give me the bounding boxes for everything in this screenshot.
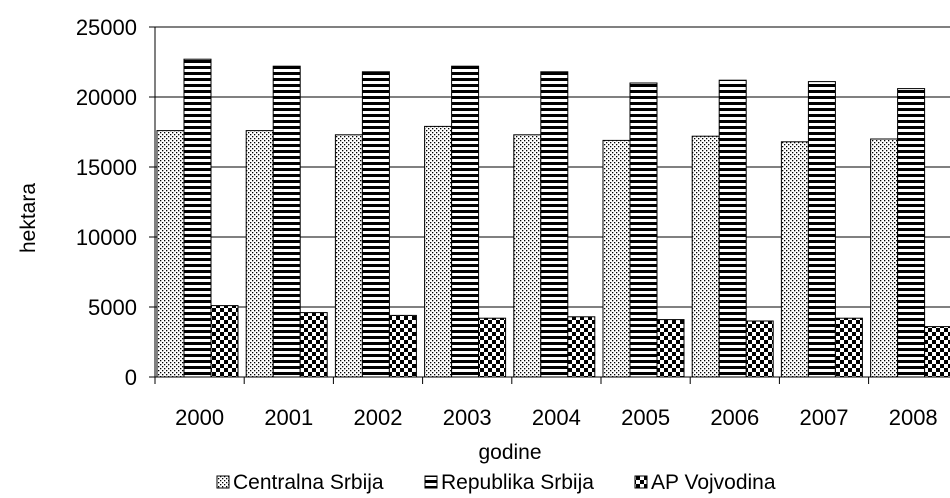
bar-ap-vojvodina-2005: [656, 319, 685, 378]
bar-centralna-srbija-2005: [602, 139, 631, 378]
bar-ap-vojvodina-2004: [567, 316, 596, 378]
y-tick-labels: 0 5000 10000 15000 20000 25000: [76, 15, 137, 390]
x-tick-label: 2004: [532, 405, 581, 430]
legend-label-centralna-srbija: Centralna Srbija: [233, 471, 384, 494]
y-tick-label: 5000: [88, 295, 137, 320]
bar-ap-vojvodina-2001: [299, 312, 328, 378]
y-tick-label: 10000: [76, 225, 137, 250]
bar-centralna-srbija-2004: [513, 134, 542, 378]
bar-republika-srbija-2001: [272, 65, 301, 378]
x-tick-label: 2001: [264, 405, 313, 430]
y-tick-label: 20000: [76, 85, 137, 110]
x-tick-label: 2002: [354, 405, 403, 430]
bar-republika-srbija-2007: [807, 81, 836, 378]
bar-republika-srbija-2004: [540, 71, 569, 378]
y-axis-title: hektara: [17, 183, 40, 253]
x-tick-label: 2000: [175, 405, 224, 430]
legend-swatch-republika-srbija: [424, 475, 438, 489]
axes: [149, 26, 950, 384]
bar-centralna-srbija-2008: [870, 138, 899, 378]
bar-republika-srbija-2002: [361, 71, 390, 378]
y-tick-label: 15000: [76, 155, 137, 180]
bar-ap-vojvodina-2002: [388, 314, 417, 378]
legend-label-republika-srbija: Republika Srbija: [441, 471, 594, 494]
bar-centralna-srbija-2000: [156, 130, 185, 378]
x-tick-label: 2006: [710, 405, 759, 430]
y-tick-label: 0: [125, 365, 137, 390]
y-tick-label: 25000: [76, 15, 137, 40]
x-tick-label: 2007: [800, 405, 849, 430]
x-tick-label: 2005: [621, 405, 670, 430]
bar-ap-vojvodina-2006: [745, 320, 774, 378]
legend-label-ap-vojvodina: AP Vojvodina: [651, 471, 776, 494]
bar-centralna-srbija-2007: [780, 141, 809, 378]
bar-centralna-srbija-2002: [334, 134, 363, 378]
bar-centralna-srbija-2003: [424, 125, 453, 378]
bar-republika-srbija-2000: [183, 58, 212, 378]
bar-centralna-srbija-2001: [245, 130, 274, 378]
bars: [156, 58, 950, 378]
bar-ap-vojvodina-2003: [478, 317, 507, 378]
x-tick-label: 2003: [443, 405, 492, 430]
legend: Centralna Srbija Republika Srbija AP Vojvo…: [216, 471, 776, 494]
bar-republika-srbija-2008: [897, 88, 926, 378]
x-tick-label: 2008: [889, 405, 938, 430]
bar-centralna-srbija-2006: [691, 135, 720, 378]
x-axis-title: godine: [478, 441, 541, 464]
bar-ap-vojvodina-2000: [210, 305, 239, 378]
bar-republika-srbija-2006: [718, 79, 747, 378]
bar-ap-vojvodina-2007: [834, 317, 863, 378]
legend-swatch-centralna-srbija: [216, 475, 230, 489]
legend-swatch-ap-vojvodina: [634, 475, 648, 489]
bar-republika-srbija-2005: [629, 82, 658, 378]
x-tick-labels: 2000 2001 2002 2003 2004 2005 2006 2007 2008: [175, 405, 938, 430]
bar-ap-vojvodina-2008: [924, 326, 950, 378]
bar-republika-srbija-2003: [451, 65, 480, 378]
